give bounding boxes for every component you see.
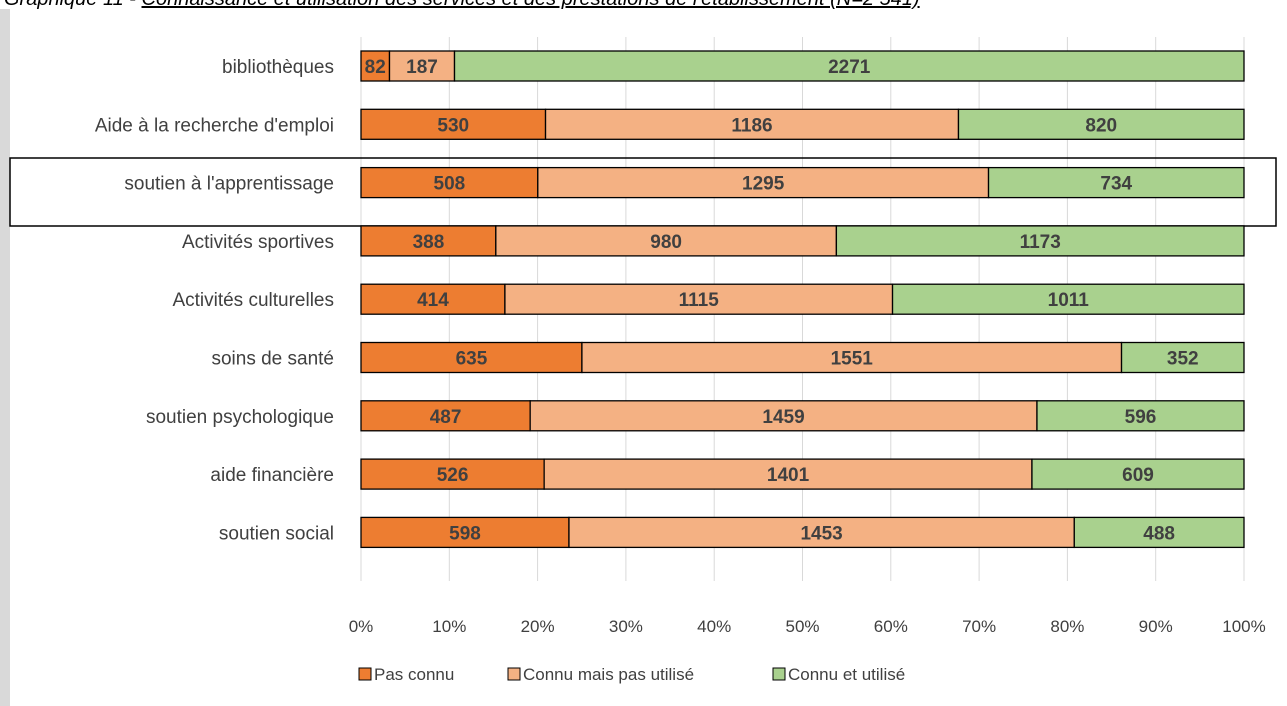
legend-swatch-pas-connu [358,667,372,681]
data-label: 1295 [742,174,785,195]
bar-connu-mais-pas-utilise [495,225,838,257]
legend-swatch-connu-et-utilise [772,667,786,681]
data-label: 609 [1122,465,1154,486]
data-label: 980 [650,232,682,253]
x-tick-label: 50% [785,617,819,636]
data-label: 414 [417,290,449,311]
data-label: 488 [1143,523,1175,544]
bar-connu-et-utilise [1073,516,1245,549]
x-tick-label: 90% [1139,617,1173,636]
bar-connu-et-utilise [1036,400,1245,432]
data-label: 1459 [762,407,804,428]
data-label: 388 [413,232,445,253]
x-tick-label: 70% [962,617,996,636]
bar-pas-connu [360,458,545,490]
data-label: 526 [437,465,469,486]
data-label: 1173 [1020,232,1061,253]
x-tick-label: 20% [521,617,555,636]
data-label: 487 [430,407,462,428]
bar-connu-et-utilise [957,108,1245,140]
category-label-soutien-social: soutien social [219,523,334,544]
x-axis-tick-labels: 0% 10% 20% 30% 40% 50% 60% 70% 80% 90% 100% [349,617,1266,636]
bar-connu-et-utilise [453,50,1245,82]
x-tick-label: 80% [1050,617,1084,636]
category-label-soutien-a-l-apprentissage: soutien à l'apprentissage [124,174,334,195]
data-label: 1453 [800,523,842,544]
bar-pas-connu [360,166,539,199]
data-label: 734 [1100,174,1132,195]
category-label-soutien-psychologique: soutien psychologique [146,407,334,428]
data-label: 596 [1125,407,1157,428]
bar-connu-mais-pas-utilise [543,458,1033,490]
legend-label-pas-connu: Pas connu [374,665,454,684]
bar-connu-et-utilise [835,225,1245,257]
category-label-activites-culturelles: Activités culturelles [172,290,334,311]
bar-connu-et-utilise [1031,458,1245,490]
figure-caption: Graphique 11 - Connaissance et utilisati… [4,0,920,9]
legend-label-connu-mais-pas-utilise: Connu mais pas utilisé [523,665,694,684]
caption-title: Connaissance et utilisation des services… [142,0,920,9]
caption-prefix: Graphique 11 - [4,0,142,9]
data-label: 2271 [828,57,871,78]
category-label-aide-financiere: aide financière [210,465,334,486]
legend: Pas connu Connu mais pas utilisé Connu et … [358,665,905,684]
category-labels: bibliothèques Aide à la recherche d'emplo… [95,57,334,544]
x-tick-label: 10% [432,617,466,636]
data-label: 1011 [1048,290,1090,311]
data-label: 1401 [767,465,810,486]
category-label-aide-a-la-recherche-d-emploi: Aide à la recherche d'emploi [95,115,334,136]
bar-pas-connu [360,400,531,432]
bars [360,50,1245,549]
bar-connu-et-utilise [987,166,1245,199]
bar-pas-connu [360,516,570,549]
data-label: 1551 [831,349,874,370]
bar-connu-mais-pas-utilise [529,400,1038,432]
bar-connu-mais-pas-utilise [568,516,1075,549]
caption-strip: Graphique 11 - Connaissance et utilisati… [0,0,1287,9]
legend-label-connu-et-utilise: Connu et utilisé [788,665,905,684]
bar-connu-mais-pas-utilise [537,166,990,199]
data-label: 530 [437,115,469,136]
bar-connu-mais-pas-utilise [581,341,1123,374]
x-tick-label: 40% [697,617,731,636]
legend-swatch-connu-mais-pas-utilise [507,667,521,681]
data-label: 635 [456,349,488,370]
x-tick-label: 100% [1222,617,1265,636]
bar-connu-et-utilise [891,283,1245,315]
data-labels: 82 187 2271 530 1186 820 508 1295 734 388 980 1173 4… [365,57,1199,544]
data-label: 187 [406,57,438,78]
data-label: 352 [1167,349,1199,370]
bar-pas-connu [360,225,497,257]
x-tick-label: 30% [609,617,643,636]
data-label: 82 [365,57,386,78]
category-label-bibliotheques: bibliothèques [222,57,334,78]
category-label-soins-de-sante: soins de santé [211,349,334,370]
category-label-activites-sportives: Activités sportives [182,232,334,253]
x-tick-label: 0% [349,617,374,636]
data-label: 820 [1085,115,1117,136]
data-label: 598 [449,523,481,544]
bar-pas-connu [360,50,391,82]
frame-left-border [0,0,10,706]
data-label: 508 [434,174,466,195]
data-label: 1186 [731,115,772,136]
x-tick-label: 60% [874,617,908,636]
bar-connu-mais-pas-utilise [388,50,456,82]
bar-pas-connu [360,341,583,374]
bar-pas-connu [360,108,547,140]
bar-connu-et-utilise [1120,341,1245,374]
data-label: 1115 [679,290,720,311]
